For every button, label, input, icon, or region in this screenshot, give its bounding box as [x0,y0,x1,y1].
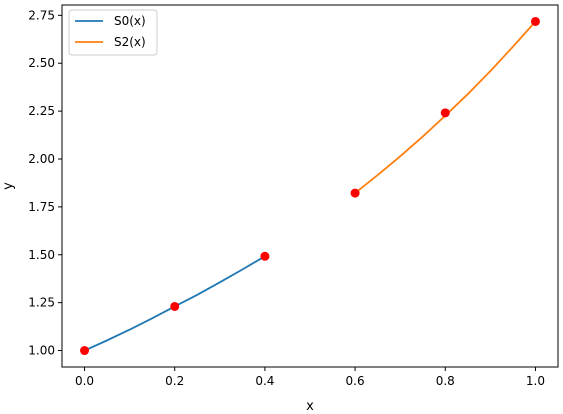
y-tick-label: 2.25 [28,104,55,118]
series-layer [83,20,537,352]
legend-label: S0(x) [114,14,146,28]
legend-label: S2(x) [114,35,146,49]
x-tick-label: 0.6 [346,374,365,388]
y-tick-label: 2.75 [28,8,55,22]
x-tick-label: 1.0 [526,374,545,388]
x-tick-label: 0.4 [255,374,274,388]
data-point [170,301,180,311]
legend: S0(x) S2(x) [68,9,158,56]
y-tick-label: 1.75 [28,200,55,214]
y-axis-label: y [1,182,16,190]
y-tick-label: 1.00 [28,344,55,358]
x-axis-ticks: 0.0 0.2 0.4 0.6 0.8 1.0 [75,367,545,388]
data-point [350,188,360,198]
y-tick-label: 2.50 [28,56,55,70]
data-point [440,108,450,118]
y-tick-label: 1.25 [28,296,55,310]
y-tick-label: 2.00 [28,152,55,166]
plot-frame [61,4,559,368]
x-axis-label: x [306,399,314,414]
x-tick-label: 0.0 [75,374,94,388]
data-point [530,16,540,26]
y-tick-label: 1.50 [28,248,55,262]
series-line-s2 [354,20,537,194]
x-tick-label: 0.2 [165,374,184,388]
y-axis-ticks: 1.00 1.25 1.50 1.75 2.00 2.25 2.50 2.75 [28,8,62,358]
data-point [80,346,90,356]
x-tick-label: 0.8 [436,374,455,388]
data-points-layer [80,16,540,356]
data-point [260,251,270,261]
